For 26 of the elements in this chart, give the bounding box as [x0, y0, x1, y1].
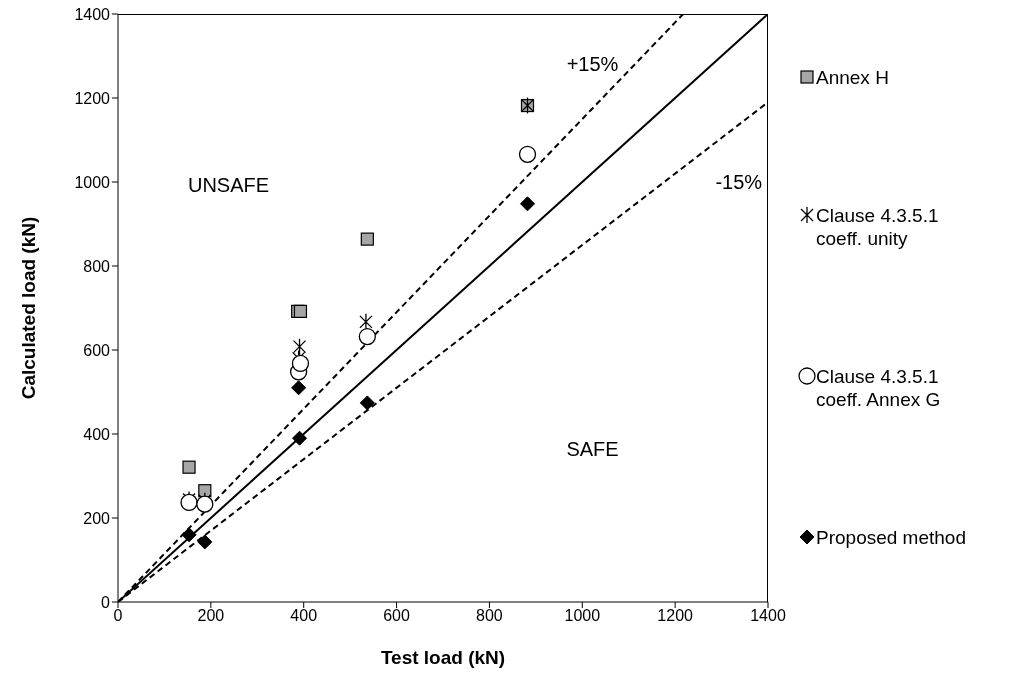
- annotation: UNSAFE: [187, 173, 270, 197]
- x-tick-label: 800: [476, 607, 503, 625]
- x-tick-label: 1200: [657, 607, 694, 625]
- x-axis-title: Test load (kN): [380, 647, 506, 668]
- y-tick-label: 0: [101, 593, 111, 611]
- x-tick-label: 400: [290, 607, 318, 625]
- annotation: SAFE: [566, 437, 619, 461]
- x-tick-label: 1000: [564, 607, 601, 625]
- y-tick-label: 1200: [74, 89, 111, 107]
- x-tick-label: 1400: [750, 607, 786, 625]
- legend-label: Annex H: [816, 65, 889, 89]
- y-tick-label: 600: [83, 341, 111, 359]
- y-axis-title: Calculated load (kN): [17, 216, 39, 400]
- x-tick-label: 0: [113, 607, 123, 625]
- y-tick-label: 1400: [74, 5, 111, 23]
- x-tick-label: 200: [197, 607, 225, 625]
- legend-label: Proposed method: [816, 525, 966, 549]
- legend-label: Clause 4.3.5.1 coeff. unity: [816, 203, 940, 250]
- y-tick-label: 1000: [74, 173, 111, 191]
- annotation: +15%: [566, 52, 619, 76]
- y-tick-label: 400: [83, 425, 111, 443]
- y-tick-label: 800: [83, 257, 111, 275]
- y-tick-label: 200: [83, 509, 111, 527]
- legend-label: Clause 4.3.5.1 coeff. Annex G: [816, 364, 942, 411]
- x-tick-label: 600: [383, 607, 411, 625]
- annotation: -15%: [715, 170, 763, 194]
